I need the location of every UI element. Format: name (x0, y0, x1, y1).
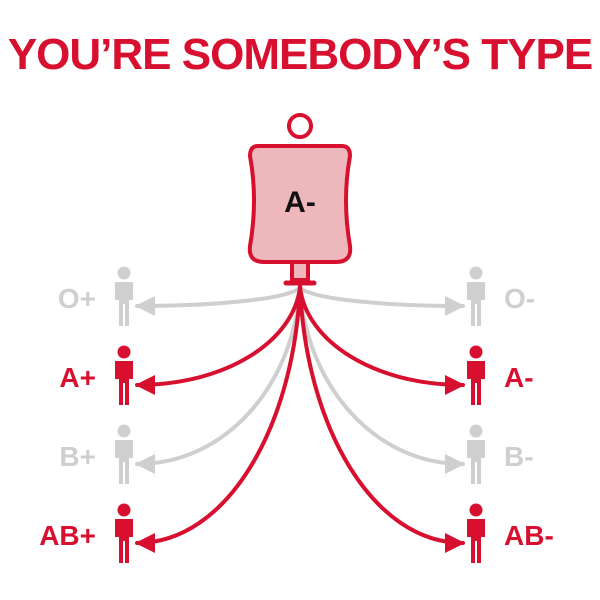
connection-arrow-o-neg (298, 285, 465, 316)
person-icon (467, 345, 485, 405)
connection-arrow-b-pos (135, 285, 302, 474)
person-icon (115, 503, 133, 563)
connection-arrow-a-pos (135, 285, 302, 395)
recipient-type-label-b-neg: B- (504, 441, 534, 472)
connection-arrow-o-pos (135, 285, 302, 316)
recipient-type-label-b-pos: B+ (59, 441, 96, 472)
blood-bag-icon (247, 113, 353, 286)
connection-arrow-ab-neg (298, 285, 465, 553)
connection-arrow-a-neg (298, 285, 465, 395)
recipient-type-label-ab-neg: AB- (504, 520, 554, 551)
person-icon (115, 424, 133, 484)
recipient-type-label-o-neg: O- (504, 283, 535, 314)
person-icon (467, 266, 485, 326)
person-icon (467, 424, 485, 484)
recipient-type-label-a-neg: A- (504, 362, 534, 393)
connection-arrow-ab-pos (135, 285, 302, 553)
incompatible-connections (135, 285, 465, 474)
recipient-type-label-ab-pos: AB+ (39, 520, 96, 551)
person-icon (467, 503, 485, 563)
recipient-type-label-a-pos: A+ (59, 362, 96, 393)
connection-arrow-b-neg (298, 285, 465, 474)
compatible-connections (135, 285, 465, 553)
page-title: YOU’RE SOMEBODY’S TYPE (7, 30, 593, 79)
person-icon (115, 266, 133, 326)
person-icon (115, 345, 133, 405)
donor-type-label: A- (284, 186, 316, 219)
recipient-type-label-o-pos: O+ (58, 283, 96, 314)
recipient-list: O+ A+ B+ AB+ O- A- B- AB- (39, 266, 554, 563)
